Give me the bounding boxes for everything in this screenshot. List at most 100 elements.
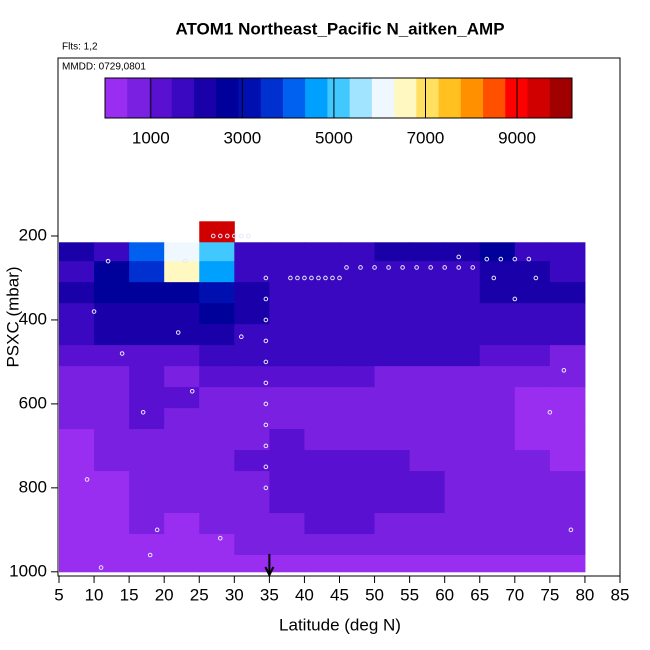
heat-cell: [339, 242, 376, 262]
heat-cell: [269, 366, 305, 388]
x-tick-label: 55: [400, 585, 419, 604]
heat-cell: [479, 555, 516, 573]
heat-cell: [269, 471, 305, 493]
colorbar-swatch: [527, 78, 551, 118]
track-point: [470, 265, 476, 270]
colorbar-swatch: [438, 78, 462, 118]
x-tick-label: 20: [155, 585, 174, 604]
colorbar-swatch: [193, 78, 217, 118]
heat-cell: [549, 282, 586, 304]
annotation: MMDD: 0729,0801: [62, 62, 146, 73]
heat-cell: [479, 408, 516, 430]
track-point: [295, 275, 300, 281]
heat-cell: [269, 429, 305, 451]
colorbar-swatch: [260, 78, 284, 118]
heat-cell: [339, 324, 376, 346]
heat-cell: [479, 324, 516, 346]
track-point: [189, 388, 195, 394]
track-point: [288, 275, 293, 281]
heat-cell: [234, 242, 270, 262]
heat-cell: [269, 513, 305, 535]
track-point: [239, 233, 244, 239]
heat-cell: [129, 387, 165, 409]
x-tick-label: 35: [260, 585, 279, 604]
heat-cell: [339, 450, 376, 472]
heat-cell: [549, 555, 586, 573]
heat-cell: [549, 345, 586, 367]
heat-cell: [374, 429, 411, 451]
heat-cell: [199, 387, 235, 409]
heat-cell: [59, 324, 95, 346]
heat-cell: [339, 471, 376, 493]
heat-cell: [549, 471, 586, 493]
heat-cell: [129, 471, 165, 493]
heat-cell: [59, 429, 95, 451]
track-point: [330, 275, 335, 281]
heat-cell: [199, 450, 235, 472]
heat-cell: [409, 450, 446, 472]
heat-cell: [94, 513, 130, 535]
heat-cell: [479, 345, 516, 367]
heat-cell: [304, 513, 340, 535]
heat-cell: [59, 261, 95, 283]
heat-cell: [409, 471, 446, 493]
heat-cell: [514, 303, 551, 325]
heat-cell: [234, 450, 270, 472]
heat-cell: [479, 450, 516, 472]
heat-cell: [479, 282, 516, 304]
heat-cell: [479, 429, 516, 451]
colorbar-swatch: [238, 78, 262, 118]
heat-cell: [339, 534, 376, 556]
heat-cell: [409, 555, 446, 573]
heat-cell: [129, 408, 165, 430]
heat-cell: [304, 408, 340, 430]
heat-cell: [409, 492, 446, 514]
heat-cell: [94, 303, 130, 325]
track-point: [182, 258, 188, 264]
heat-cell: [199, 513, 235, 535]
heat-cell: [59, 345, 95, 367]
heat-cell: [94, 450, 130, 472]
heat-cell: [479, 492, 516, 514]
heat-cell: [339, 345, 376, 367]
heat-cell: [94, 261, 130, 283]
heat-cell: [514, 471, 551, 493]
colorbar-tick-label: 9000: [498, 128, 536, 147]
heat-cell: [514, 261, 551, 283]
heat-cell: [444, 471, 481, 493]
track-point: [84, 477, 90, 482]
colorbar-swatch: [549, 78, 573, 118]
heat-cell: [164, 450, 200, 472]
track-point: [263, 338, 269, 344]
x-tick-label: 45: [330, 585, 349, 604]
colorbar-swatch: [349, 78, 373, 118]
heat-cell: [59, 408, 95, 430]
heat-cell: [129, 555, 165, 573]
heat-cell: [409, 408, 446, 430]
track-point: [372, 265, 377, 270]
track-point: [119, 351, 125, 356]
colorbar-swatch: [460, 78, 484, 118]
heat-cell: [304, 345, 340, 367]
heat-cell: [444, 534, 481, 556]
heat-cell: [444, 242, 481, 262]
track-point: [414, 265, 419, 270]
x-tick-label: 40: [295, 585, 314, 604]
heat-cell: [444, 555, 481, 573]
colorbar-tick-label: 1000: [132, 128, 170, 147]
y-axis-label: PSXC (mbar): [3, 266, 22, 367]
heat-cell: [549, 408, 586, 430]
track-point: [344, 265, 349, 270]
heat-cell: [199, 534, 235, 556]
heat-cell: [199, 242, 235, 262]
heat-cell: [374, 492, 411, 514]
heat-cell: [339, 387, 376, 409]
heat-cell: [199, 282, 235, 304]
heat-cell: [199, 471, 235, 493]
heat-cell: [234, 492, 270, 514]
heat-cell: [269, 387, 305, 409]
heat-cell: [59, 513, 95, 535]
heat-cell: [199, 492, 235, 514]
heat-cell: [199, 408, 235, 430]
heat-cell: [549, 324, 586, 346]
